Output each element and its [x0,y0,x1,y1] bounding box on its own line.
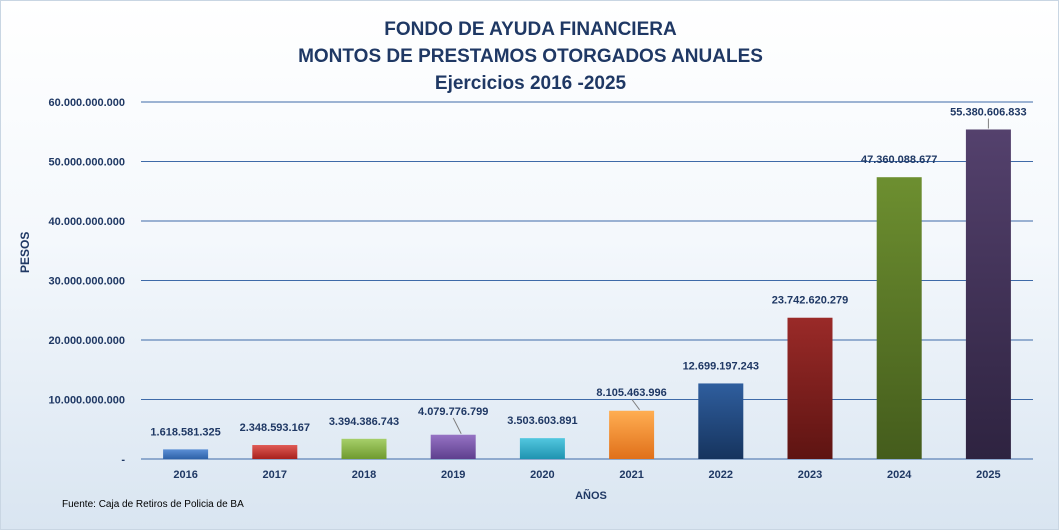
x-tick-label: 2025 [976,469,1000,481]
bar-2024 [876,177,922,460]
x-axis-label: AÑOS [575,490,607,502]
bar-2022 [698,383,744,459]
data-label: 2.348.593.167 [240,422,310,434]
data-label: 23.742.620.279 [772,295,848,307]
chart-subtitle: MONTOS DE PRESTAMOS OTORGADOS ANUALES [298,46,763,67]
bar-2021 [609,410,655,459]
y-tick-label: 30.000.000.000 [49,276,125,288]
y-tick-label: 20.000.000.000 [49,335,125,347]
bar-2018 [341,438,387,459]
y-tick-label: 50.000.000.000 [49,157,125,169]
bar-2020 [519,438,565,459]
x-tick-label: 2022 [709,469,733,481]
data-label: 4.079.776.799 [418,406,488,418]
bar-2025 [965,129,1011,459]
x-tick-label: 2024 [887,469,912,481]
chart-title: FONDO DE AYUDA FINANCIERA [384,19,677,40]
leader-line [452,417,462,434]
x-tick-label: 2023 [798,469,822,481]
x-tick-label: 2018 [352,469,376,481]
x-tick-label: 2020 [530,469,554,481]
x-tick-label: 2017 [263,469,287,481]
y-tick-label: 60.000.000.000 [49,97,125,109]
data-label: 55.380.606.833 [950,106,1026,118]
chart-period: Ejercicios 2016 -2025 [434,73,627,94]
y-tick-label: 40.000.000.000 [49,216,125,228]
y-axis-label: PESOS [18,231,32,273]
data-label: 3.503.603.891 [507,415,577,427]
data-label: 47.360.088.677 [861,154,937,166]
bar-2017 [252,445,298,459]
data-label: 1.618.581.325 [150,426,220,438]
bar-2019 [430,434,476,459]
y-tick-label: 10.000.000.000 [49,395,125,407]
leader-line [631,398,641,411]
bar-2023 [787,317,833,459]
source-note: Fuente: Caja de Retiros de Policia de BA [62,499,244,510]
data-label: 3.394.386.743 [329,416,399,428]
x-tick-label: 2019 [441,469,465,481]
x-tick-label: 2021 [619,469,643,481]
data-label: 12.699.197.243 [683,360,759,372]
bar-2016 [163,449,209,459]
y-tick-label: - [121,454,125,466]
data-label: 8.105.463.996 [596,387,666,399]
x-tick-label: 2016 [173,469,197,481]
